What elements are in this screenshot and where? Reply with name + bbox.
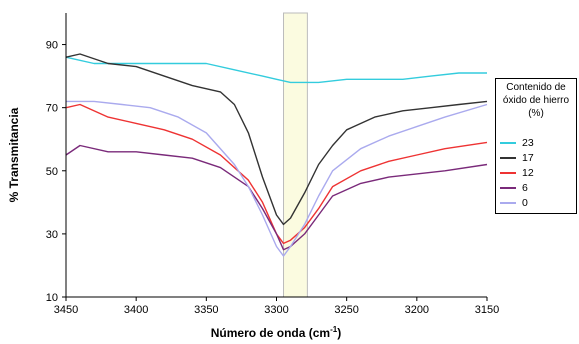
legend-swatch (500, 156, 516, 159)
legend-label: 17 (522, 151, 534, 164)
x-tick-label: 3150 (475, 304, 499, 316)
legend-item: 23 (500, 135, 534, 150)
x-tick-label: 3450 (54, 304, 78, 316)
legend-label: 6 (522, 181, 528, 194)
x-tick-label: 3350 (194, 304, 218, 316)
legend-swatch (500, 171, 516, 174)
y-tick-label: 70 (46, 103, 58, 115)
legend-title-line-3: (%) (528, 108, 544, 119)
y-tick-label: 90 (46, 40, 58, 52)
legend-label: 0 (522, 196, 528, 209)
legend-item: 6 (500, 180, 534, 195)
x-tick-label: 3250 (334, 304, 358, 316)
plot-lines (65, 53, 488, 257)
x-tick-label: 3200 (405, 304, 429, 316)
legend-item: 0 (500, 195, 534, 210)
series-line-0 (66, 100, 488, 257)
x-tick-label: 3400 (124, 304, 148, 316)
legend-swatch (500, 141, 516, 144)
x-tick-label: 3300 (264, 304, 288, 316)
legend-item: 12 (500, 165, 534, 180)
legend-title-line-1: Contenido de (506, 82, 566, 93)
y-ticks: 90 70 50 30 10 (46, 40, 66, 304)
legend-title-line-2: óxido de hierro (502, 95, 570, 106)
legend-swatch (500, 201, 516, 204)
legend-label: 12 (522, 166, 534, 179)
legend-swatch (500, 186, 516, 189)
series-line-23 (65, 56, 487, 84)
series-line-17 (65, 53, 488, 226)
series-line-12 (65, 103, 488, 245)
series-line-6 (65, 144, 488, 251)
highlight-band (283, 12, 308, 298)
y-tick-label: 30 (46, 229, 58, 241)
x-axis-title: Número de onda (cm-1) (211, 325, 341, 340)
legend-title: Contenido de óxido de hierro (%) (496, 79, 576, 120)
legend: Contenido de óxido de hierro (%) 23 17 1… (495, 78, 577, 214)
y-axis-title: % Transmitancia (7, 107, 21, 202)
x-ticks: 3450 3400 3350 3300 3250 3200 3150 (54, 297, 499, 316)
y-tick-label: 10 (46, 292, 58, 304)
y-tick-label: 50 (46, 166, 58, 178)
legend-item: 17 (500, 150, 534, 165)
legend-items: 23 17 12 6 0 (500, 135, 534, 210)
legend-label: 23 (522, 136, 534, 149)
